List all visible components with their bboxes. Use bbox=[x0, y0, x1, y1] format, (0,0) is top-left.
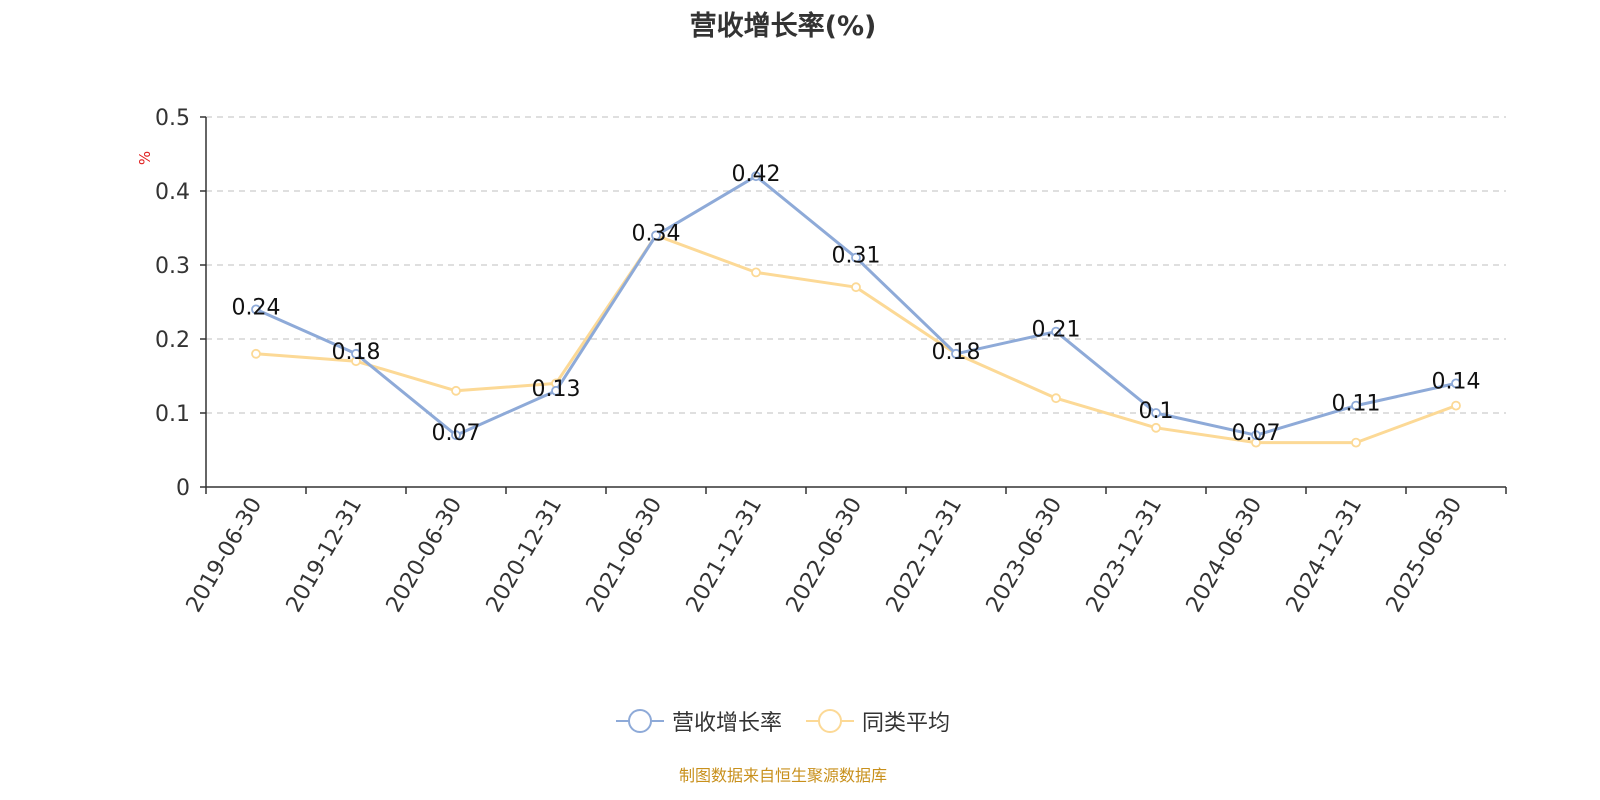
data-point-1 bbox=[1351, 400, 1361, 411]
data-point-1 bbox=[1251, 430, 1261, 441]
data-label: 0.11 bbox=[1332, 392, 1381, 417]
data-point-1 bbox=[1151, 408, 1161, 418]
data-label: 0.31 bbox=[832, 244, 881, 269]
data-label: 0.18 bbox=[332, 340, 381, 365]
data-label: 0.14 bbox=[1432, 369, 1481, 394]
legend-series1-icon bbox=[615, 709, 664, 733]
line-chart: 00.10.20.30.40.5%2019-06-30 2019-12-31 202… bbox=[136, 106, 1507, 617]
data-point-1 bbox=[451, 430, 461, 441]
x-tick-label: 2025-06-30 bbox=[1382, 494, 1468, 617]
x-tick-label: 2022-06-30 bbox=[782, 494, 868, 617]
y-axis-label: % bbox=[136, 151, 154, 165]
y-tick-label: 0 bbox=[176, 476, 190, 501]
y-tick-label: 0.1 bbox=[155, 402, 190, 427]
data-label: 0.18 bbox=[932, 340, 981, 365]
data-point-1 bbox=[851, 252, 861, 263]
data-label: 0.13 bbox=[532, 377, 581, 402]
legend-series2-icon bbox=[806, 709, 854, 733]
x-tick-label: 2019-06-30 bbox=[182, 494, 268, 617]
source-note: 制图数据来自恒生聚源数据库 bbox=[678, 766, 887, 785]
x-tick-label: 2021-12-31 bbox=[682, 494, 768, 617]
chart-title: 营收增长率(%) bbox=[689, 11, 877, 42]
data-point-1 bbox=[1051, 326, 1061, 337]
x-tick-label: 2019-12-31 bbox=[282, 494, 368, 617]
y-tick-label: 0.3 bbox=[155, 254, 190, 279]
y-tick-label: 0.2 bbox=[155, 328, 190, 353]
data-point-1 bbox=[1451, 378, 1461, 389]
x-tick-label: 2024-06-30 bbox=[1182, 494, 1268, 617]
data-point-1 bbox=[751, 171, 761, 182]
data-point-2 bbox=[851, 282, 861, 293]
data-label: 0.07 bbox=[1232, 421, 1281, 446]
x-tick-label: 2023-12-31 bbox=[1082, 494, 1168, 617]
data-label: 0.42 bbox=[732, 162, 781, 187]
x-tick-label: 2022-12-31 bbox=[882, 494, 968, 617]
y-tick-label: 0.5 bbox=[155, 106, 190, 131]
data-point-2 bbox=[1351, 437, 1361, 448]
y-tick-label: 0.4 bbox=[155, 180, 190, 205]
data-point-2 bbox=[1151, 422, 1161, 433]
legend-label-series1: 营收增长率 bbox=[671, 711, 782, 736]
data-point-1 bbox=[251, 304, 261, 315]
x-tick-label: 2024-12-31 bbox=[1282, 494, 1368, 617]
x-tick-label: 2021-06-30 bbox=[582, 494, 668, 617]
data-point-1 bbox=[351, 348, 361, 359]
legend-item-series2[interactable]: 同类平均 bbox=[806, 705, 950, 737]
data-point-2 bbox=[1051, 393, 1061, 404]
data-label: 0.24 bbox=[232, 295, 281, 320]
data-point-1 bbox=[551, 385, 561, 396]
series-line-1 bbox=[255, 174, 1457, 437]
data-point-2 bbox=[251, 348, 261, 359]
data-point-2 bbox=[451, 385, 461, 396]
data-point-2 bbox=[751, 267, 761, 278]
x-tick-label: 2020-06-30 bbox=[382, 494, 468, 617]
data-label: 0.21 bbox=[1032, 318, 1081, 343]
data-point-1 bbox=[951, 348, 961, 359]
legend-item-series1[interactable]: 营收增长率 bbox=[615, 705, 782, 737]
data-label: 0.1 bbox=[1139, 399, 1174, 424]
data-label: 0.07 bbox=[432, 421, 481, 446]
legend-label-series2: 同类平均 bbox=[862, 711, 951, 736]
legend: 营收增长率 同类平均 bbox=[0, 705, 1566, 737]
data-point-1 bbox=[651, 230, 661, 241]
x-tick-label: 2020-12-31 bbox=[482, 494, 568, 617]
data-point-2 bbox=[1451, 400, 1461, 411]
data-label: 0.34 bbox=[632, 221, 681, 246]
x-tick-label: 2023-06-30 bbox=[982, 494, 1068, 617]
